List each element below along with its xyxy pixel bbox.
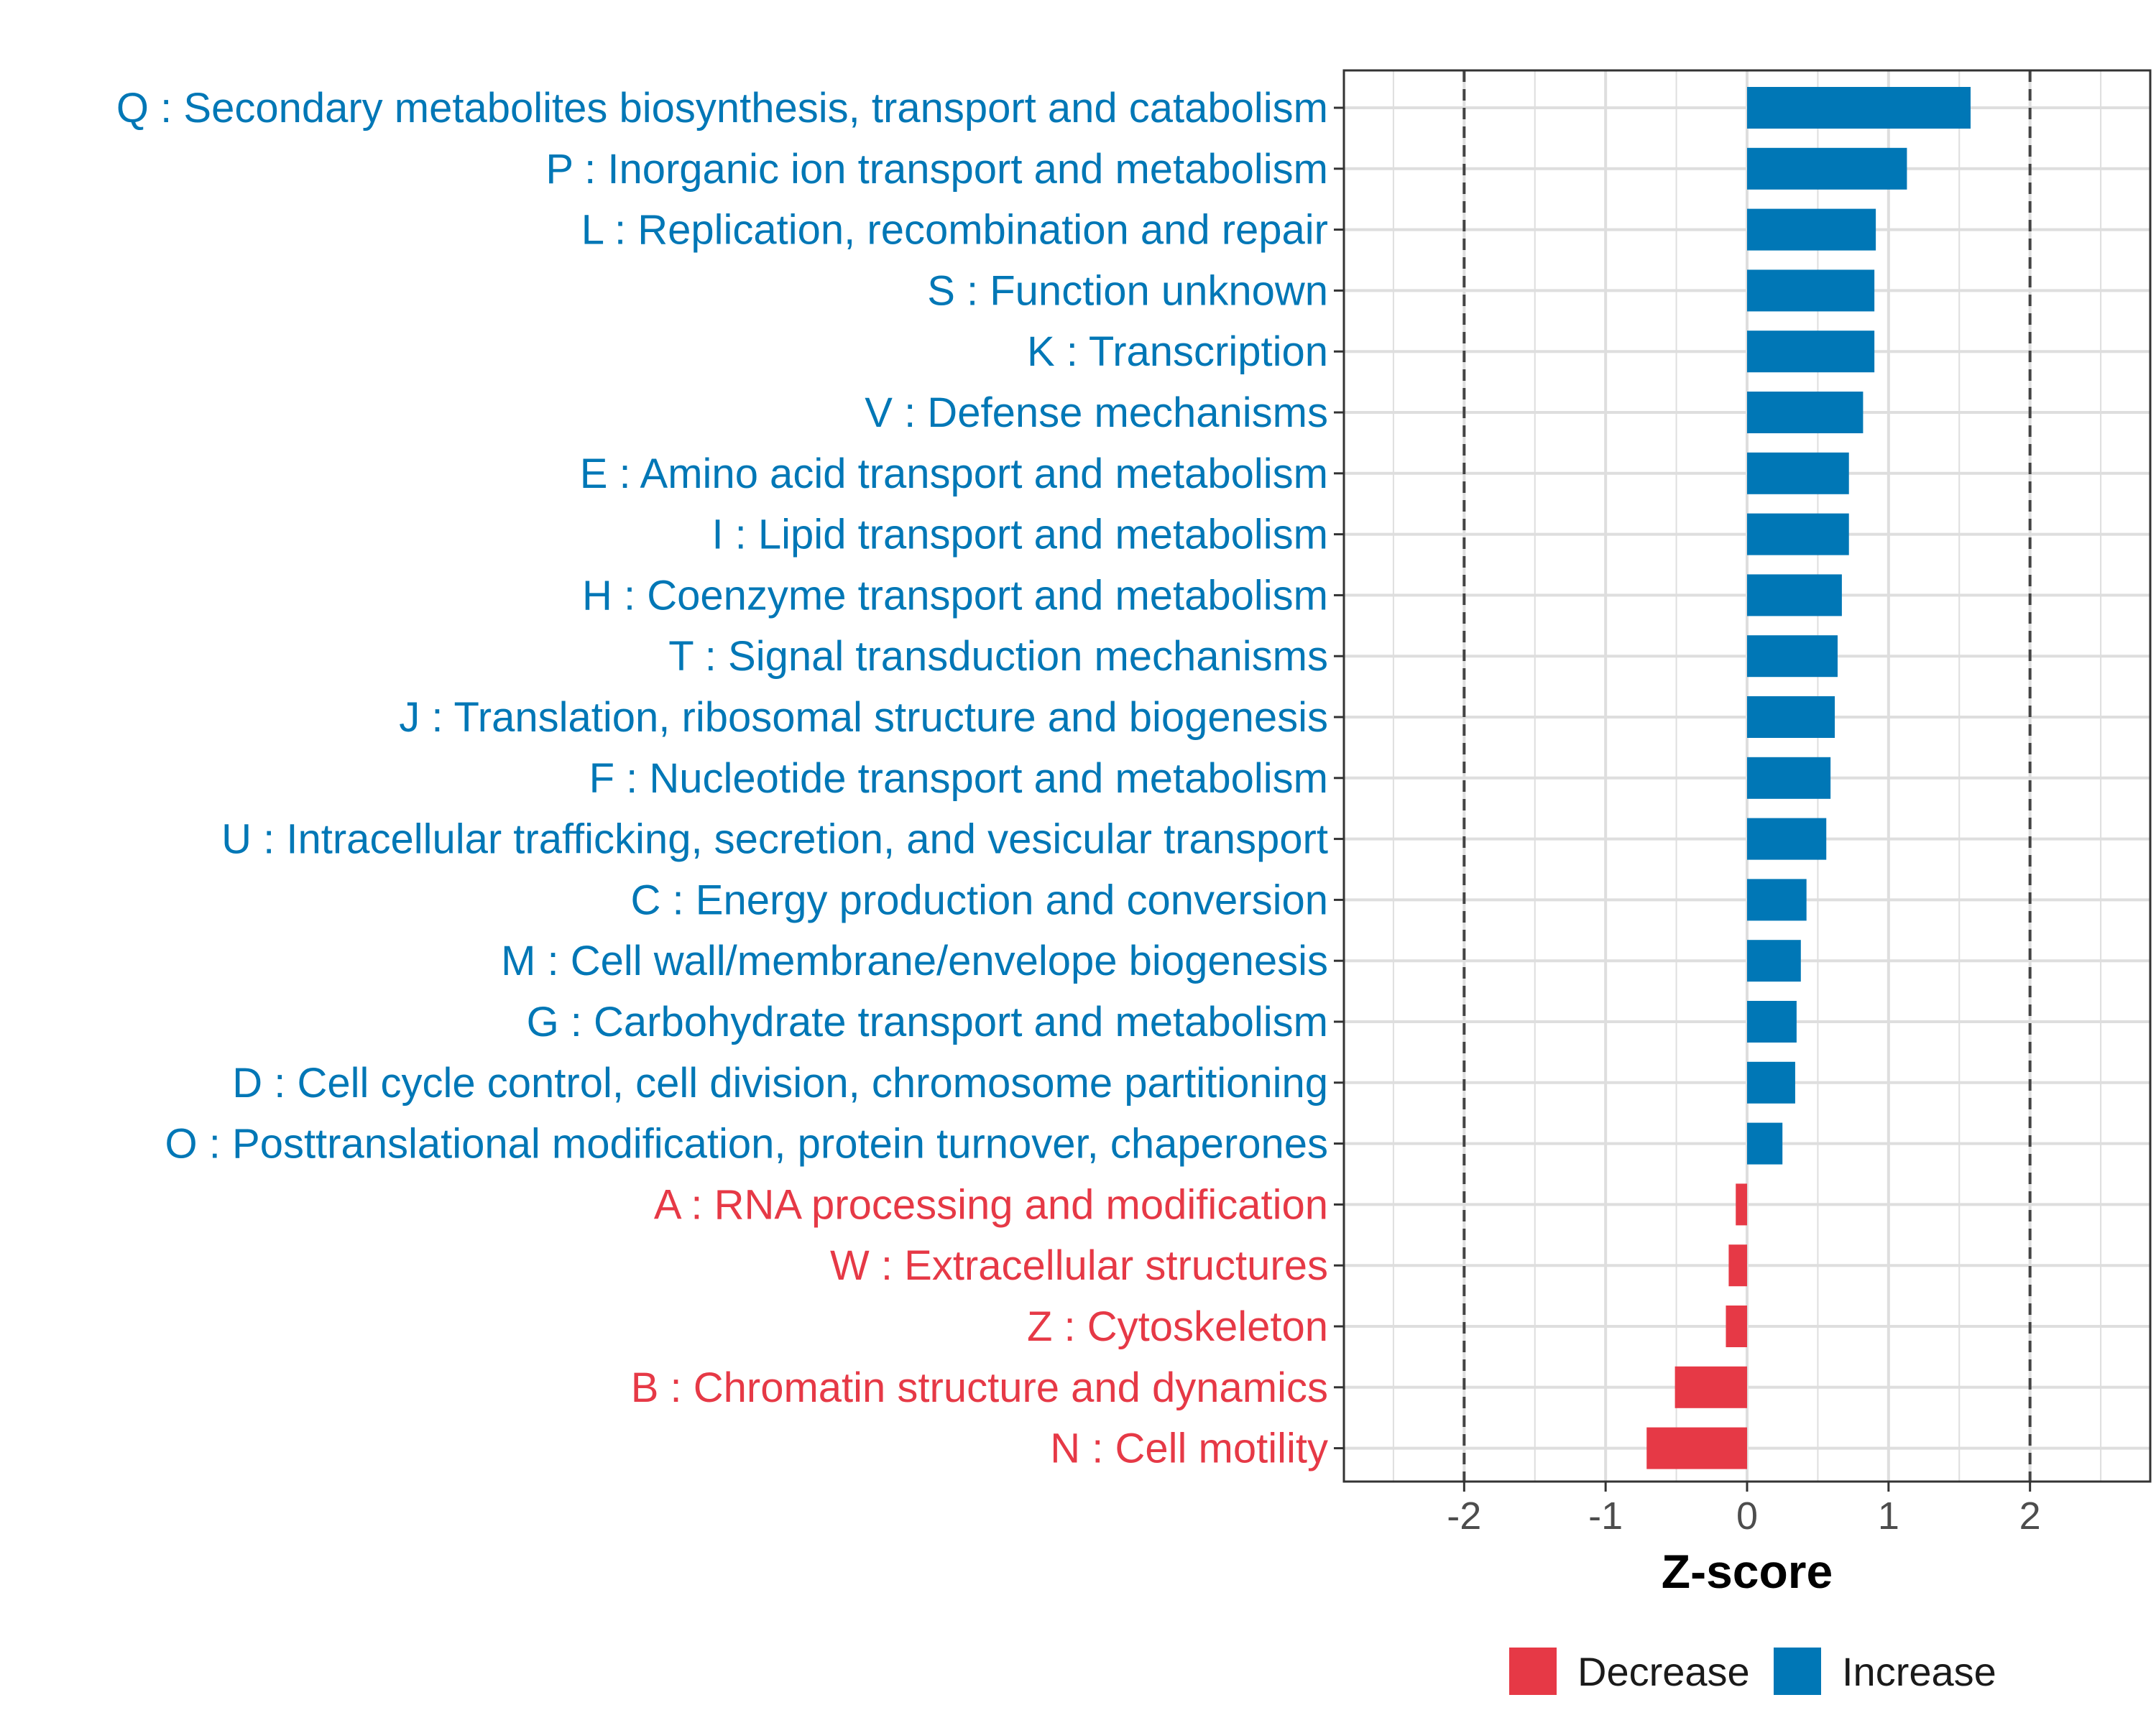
bar-z — [1726, 1306, 1747, 1347]
bar-s — [1747, 269, 1875, 312]
legend: Decrease Increase — [1509, 1648, 1996, 1695]
bar-a — [1736, 1183, 1747, 1226]
x-axis: -2 -1 0 1 2 — [1447, 1482, 2041, 1538]
category-label: S : Function unknown — [927, 267, 1328, 314]
category-label: H : Coenzyme transport and metabolism — [582, 572, 1328, 619]
bar-p — [1747, 147, 1907, 190]
x-tick-label: -2 — [1447, 1494, 1481, 1538]
category-label: K : Transcription — [1027, 328, 1328, 375]
legend-key-increase — [1774, 1648, 1821, 1695]
category-label: J : Translation, ribosomal structure and… — [399, 694, 1328, 741]
bar-j — [1747, 696, 1835, 738]
category-label: G : Carbohydrate transport and metabolis… — [527, 999, 1328, 1045]
bar-t — [1747, 635, 1838, 678]
bar-n — [1646, 1427, 1747, 1469]
bar-u — [1747, 818, 1827, 860]
bar-c — [1747, 879, 1807, 921]
bar-m — [1747, 940, 1801, 982]
bar-layer — [1646, 87, 1971, 1469]
bar-w — [1728, 1244, 1747, 1287]
x-tick-label: 0 — [1736, 1494, 1758, 1538]
category-label: C : Energy production and conversion — [631, 877, 1328, 923]
bar-k — [1747, 331, 1875, 373]
y-axis: Q : Secondary metabolites biosynthesis, … — [116, 85, 1344, 1472]
category-label: W : Extracellular structures — [830, 1242, 1328, 1289]
bar-f — [1747, 757, 1831, 799]
bar-o — [1747, 1122, 1783, 1165]
category-label: F : Nucleotide transport and metabolism — [589, 755, 1328, 802]
legend-key-decrease — [1509, 1648, 1557, 1695]
bar-b — [1674, 1366, 1747, 1408]
bar-g — [1747, 1001, 1797, 1043]
category-label: I : Lipid transport and metabolism — [711, 512, 1328, 558]
category-label: O : Posttranslational modification, prot… — [165, 1121, 1328, 1168]
category-label: B : Chromatin structure and dynamics — [631, 1364, 1328, 1411]
category-label: N : Cell motility — [1050, 1426, 1328, 1472]
bar-v — [1747, 392, 1864, 433]
bar-q — [1747, 87, 1971, 129]
category-label: V : Defense mechanisms — [865, 389, 1328, 436]
category-label: Z : Cytoskeleton — [1027, 1303, 1328, 1350]
bar-l — [1747, 208, 1876, 251]
bar-e — [1747, 452, 1849, 494]
category-label: P : Inorganic ion transport and metaboli… — [545, 146, 1328, 193]
bar-i — [1747, 513, 1849, 555]
bar-h — [1747, 574, 1842, 616]
x-axis-title: Z-score — [1662, 1545, 1833, 1598]
x-tick-label: -1 — [1588, 1494, 1623, 1538]
category-label: Q : Secondary metabolites biosynthesis, … — [116, 85, 1328, 131]
x-tick-label: 1 — [1878, 1494, 1899, 1538]
category-label: A : RNA processing and modification — [654, 1181, 1328, 1228]
category-label: L : Replication, recombination and repai… — [581, 207, 1328, 254]
category-label: M : Cell wall/membrane/envelope biogenes… — [501, 938, 1328, 984]
category-label: T : Signal transduction mechanisms — [668, 633, 1328, 680]
legend-label-decrease: Decrease — [1577, 1649, 1750, 1694]
category-label: E : Amino acid transport and metabolism — [580, 451, 1328, 497]
category-label: D : Cell cycle control, cell division, c… — [232, 1060, 1328, 1106]
category-label: U : Intracellular trafficking, secretion… — [221, 816, 1328, 863]
reference-lines — [1462, 70, 2032, 1482]
bar-d — [1747, 1061, 1795, 1104]
x-tick-label: 2 — [2019, 1494, 2041, 1538]
legend-label-increase: Increase — [1842, 1649, 1996, 1694]
